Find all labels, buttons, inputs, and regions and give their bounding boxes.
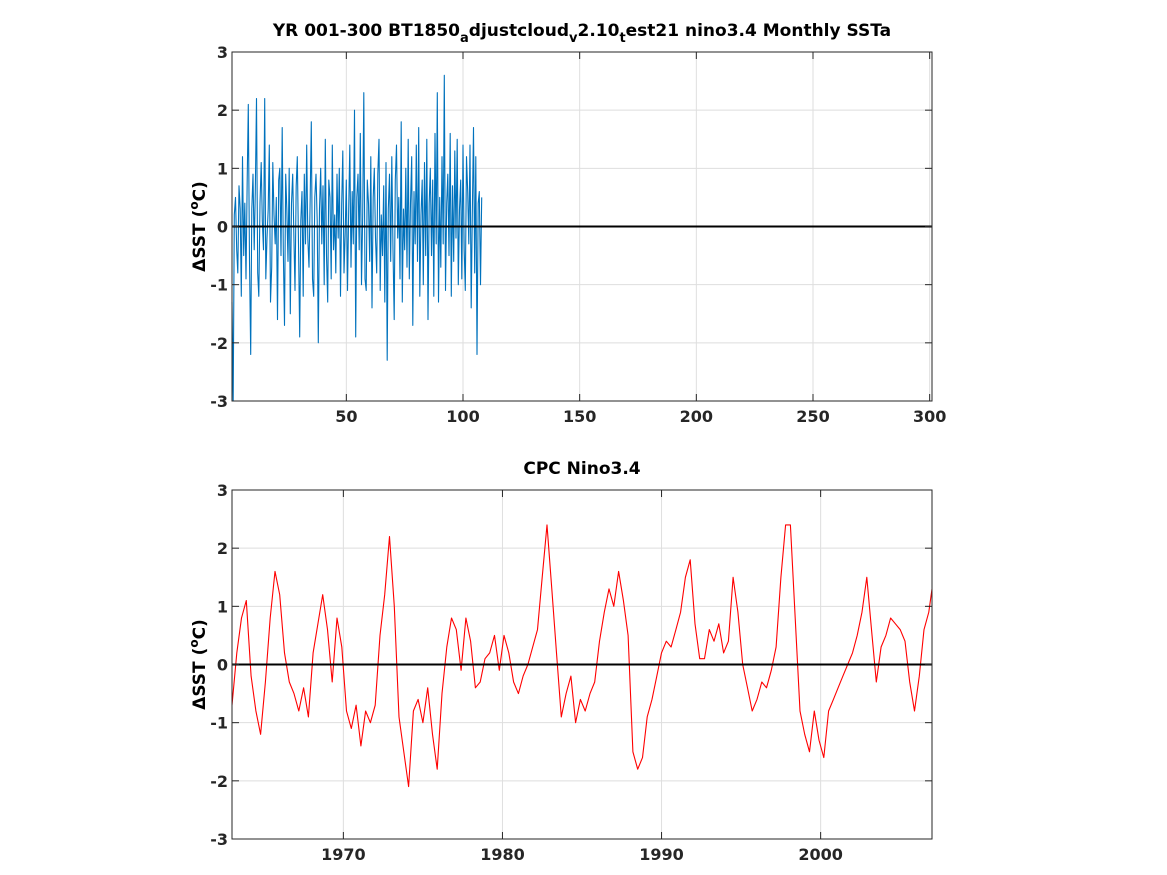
y-tick-label: -3: [210, 830, 228, 849]
y-tick-label: -2: [210, 334, 228, 353]
x-tick-label: 1980: [480, 845, 525, 864]
y-tick-label: -1: [210, 276, 228, 295]
x-tick-label: 1990: [639, 845, 684, 864]
y-tick-label: -1: [210, 714, 228, 733]
y-tick-label: 1: [217, 597, 228, 616]
y-tick-label: 2: [217, 539, 228, 558]
x-tick-label: 200: [680, 407, 713, 426]
y-tick-label: 1: [217, 159, 228, 178]
y-tick-label: 0: [217, 656, 228, 675]
x-tick-label: 50: [335, 407, 357, 426]
y-tick-label: 3: [217, 481, 228, 500]
y-tick-label: -2: [210, 772, 228, 791]
chart-title: CPC Nino3.4: [523, 459, 640, 479]
x-tick-label: 100: [446, 407, 479, 426]
series-line-0: [231, 74, 483, 402]
y-tick-label: 2: [217, 101, 228, 120]
y-axis-label: ΔSST (oC): [187, 619, 210, 710]
x-tick-label: 250: [796, 407, 829, 426]
x-tick-label: 2000: [798, 845, 843, 864]
x-tick-label: 150: [563, 407, 596, 426]
x-tick-label: 1970: [321, 845, 366, 864]
y-axis-label: ΔSST (oC): [187, 181, 210, 272]
chart-model-nino34: 50 100 150 200 250 300 -3 -2 -1 0 1 2 3 YR 001-300 BT…: [187, 21, 946, 426]
y-tick-label: -3: [210, 392, 228, 411]
y-tick-label: 3: [217, 43, 228, 62]
y-tick-label: 0: [217, 218, 228, 237]
chart-title: YR 001-300 BT1850adjustcloudv2.10test21 …: [272, 21, 891, 46]
x-tick-label: 300: [913, 407, 946, 426]
chart-cpc-nino34: 1970 1980 1990 2000 -3 -2 -1 0 1 2 3 CPC Nino3.4 ΔSS…: [187, 459, 933, 864]
series-line-0: [231, 524, 933, 788]
